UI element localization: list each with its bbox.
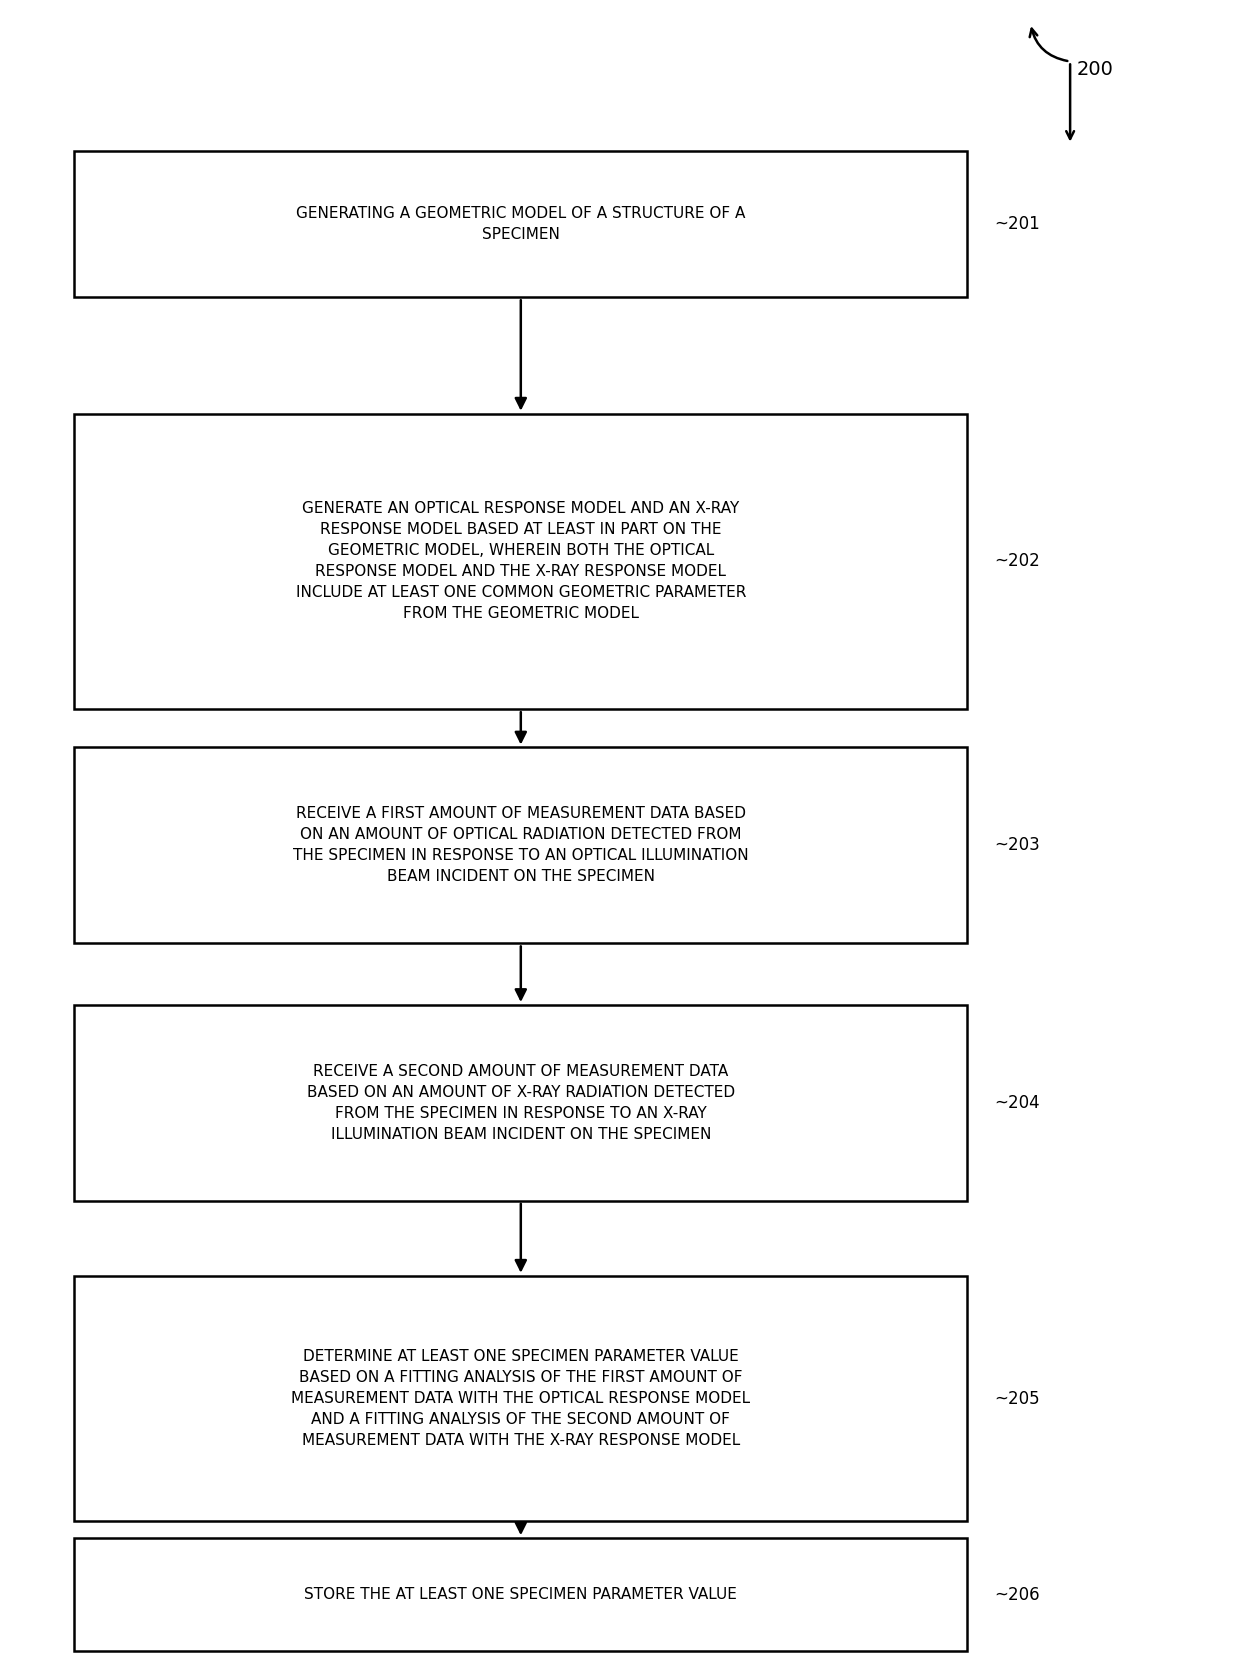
Text: STORE THE AT LEAST ONE SPECIMEN PARAMETER VALUE: STORE THE AT LEAST ONE SPECIMEN PARAMETE… (304, 1586, 738, 1603)
Text: GENERATE AN OPTICAL RESPONSE MODEL AND AN X-RAY
RESPONSE MODEL BASED AT LEAST IN: GENERATE AN OPTICAL RESPONSE MODEL AND A… (295, 502, 746, 621)
Text: RECEIVE A SECOND AMOUNT OF MEASUREMENT DATA
BASED ON AN AMOUNT OF X-RAY RADIATIO: RECEIVE A SECOND AMOUNT OF MEASUREMENT D… (306, 1065, 735, 1141)
FancyBboxPatch shape (74, 1538, 967, 1651)
Text: GENERATING A GEOMETRIC MODEL OF A STRUCTURE OF A
SPECIMEN: GENERATING A GEOMETRIC MODEL OF A STRUCT… (296, 206, 745, 243)
Text: ~206: ~206 (994, 1586, 1040, 1603)
Text: 200: 200 (1076, 60, 1114, 80)
Text: ~204: ~204 (994, 1095, 1040, 1111)
Text: ~202: ~202 (994, 553, 1040, 570)
FancyBboxPatch shape (74, 747, 967, 943)
Text: DETERMINE AT LEAST ONE SPECIMEN PARAMETER VALUE
BASED ON A FITTING ANALYSIS OF T: DETERMINE AT LEAST ONE SPECIMEN PARAMETE… (291, 1349, 750, 1448)
Text: RECEIVE A FIRST AMOUNT OF MEASUREMENT DATA BASED
ON AN AMOUNT OF OPTICAL RADIATI: RECEIVE A FIRST AMOUNT OF MEASUREMENT DA… (293, 807, 749, 884)
FancyBboxPatch shape (74, 1276, 967, 1521)
FancyBboxPatch shape (74, 1005, 967, 1201)
Text: ~205: ~205 (994, 1390, 1040, 1407)
Text: ~203: ~203 (994, 837, 1040, 854)
Text: ~201: ~201 (994, 216, 1040, 233)
FancyBboxPatch shape (74, 414, 967, 709)
FancyBboxPatch shape (74, 151, 967, 297)
